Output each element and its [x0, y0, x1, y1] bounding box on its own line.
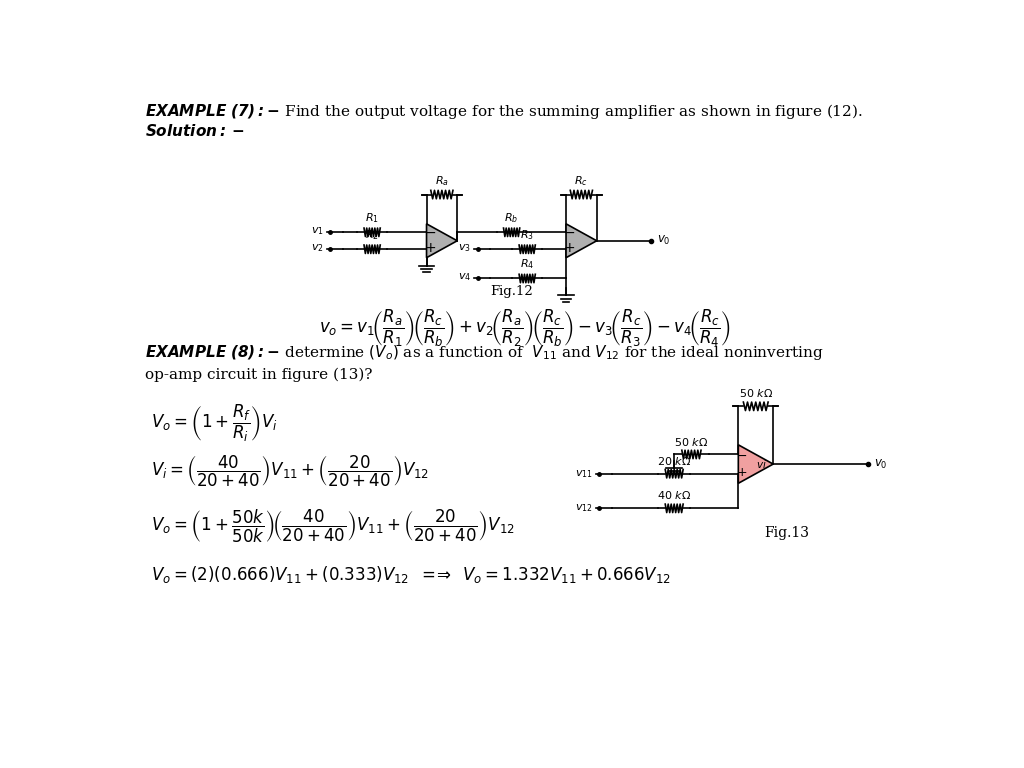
Text: $v_4$: $v_4$	[458, 271, 471, 283]
Text: $V_o = \left(1 + \dfrac{50k}{50k}\right)\!\left(\dfrac{40}{20+40}\right)V_{11} +: $V_o = \left(1 + \dfrac{50k}{50k}\right)…	[152, 508, 515, 545]
Text: −: −	[424, 226, 436, 240]
Text: $v_{11}$: $v_{11}$	[575, 468, 593, 479]
Text: op-amp circuit in figure (13)?: op-amp circuit in figure (13)?	[145, 368, 373, 382]
Text: $vi$: $vi$	[756, 458, 767, 470]
Text: $V_o = (2)(0.666)V_{11} + (0.333)V_{12}\;\;=\!\!\Rightarrow\;\;V_o = 1.332V_{11}: $V_o = (2)(0.666)V_{11} + (0.333)V_{12}\…	[152, 564, 671, 585]
Text: $\bfit{EXAMPLE}$ $\bfit{(8):}$$\mathbf{-}$ determine $( V_o )$ as a function of : $\bfit{EXAMPLE}$ $\bfit{(8):}$$\mathbf{-…	[145, 343, 824, 362]
Text: $v_2$: $v_2$	[311, 242, 324, 253]
Text: $v_3$: $v_3$	[459, 242, 471, 253]
Text: Fig.12: Fig.12	[490, 286, 534, 299]
Text: $v_0$: $v_0$	[874, 458, 888, 471]
Text: −: −	[736, 449, 748, 462]
Polygon shape	[566, 223, 597, 258]
Text: $v_{12}$: $v_{12}$	[575, 502, 593, 515]
Text: Fig.13: Fig.13	[764, 525, 809, 540]
Text: +: +	[424, 241, 436, 256]
Text: $20\ k\Omega$: $20\ k\Omega$	[657, 455, 691, 467]
Text: $v_1$: $v_1$	[311, 225, 324, 237]
Text: $R_3$: $R_3$	[520, 228, 535, 242]
Text: $V_o = \left(1 + \dfrac{R_f}{R_i}\right)V_i$: $V_o = \left(1 + \dfrac{R_f}{R_i}\right)…	[152, 402, 278, 444]
Text: $40\ k\Omega$: $40\ k\Omega$	[657, 489, 691, 502]
Text: $R_2$: $R_2$	[366, 228, 379, 242]
Text: $\bfit{EXAMPLE}$ $\bfit{(7):}$$\mathbf{-}$ Find the output voltage for the summi: $\bfit{EXAMPLE}$ $\bfit{(7):}$$\mathbf{-…	[145, 102, 863, 121]
Text: $R_b$: $R_b$	[505, 210, 519, 224]
Text: $v_o = v_1\!\left(\dfrac{R_a}{R_1}\right)\!\left(\dfrac{R_c}{R_b}\right) + v_2\!: $v_o = v_1\!\left(\dfrac{R_a}{R_1}\right…	[318, 308, 731, 349]
Text: +: +	[563, 241, 575, 256]
Text: $R_a$: $R_a$	[435, 174, 449, 187]
Text: $R_1$: $R_1$	[366, 210, 379, 224]
Polygon shape	[738, 445, 773, 483]
Text: $50\ k\Omega$: $50\ k\Omega$	[675, 435, 709, 448]
Text: +: +	[736, 465, 748, 478]
Text: $R_4$: $R_4$	[520, 257, 535, 271]
Text: $\bfit{Solution:-}$: $\bfit{Solution:-}$	[145, 123, 245, 139]
Text: $v_0$: $v_0$	[657, 234, 671, 247]
Polygon shape	[427, 223, 458, 258]
Text: −: −	[563, 226, 575, 240]
Text: $V_i = \left(\dfrac{40}{20+40}\right)V_{11} + \left(\dfrac{20}{20+40}\right)V_{1: $V_i = \left(\dfrac{40}{20+40}\right)V_{…	[152, 454, 429, 489]
Text: $50\ k\Omega$: $50\ k\Omega$	[738, 387, 773, 399]
Text: $R_c$: $R_c$	[574, 174, 589, 187]
